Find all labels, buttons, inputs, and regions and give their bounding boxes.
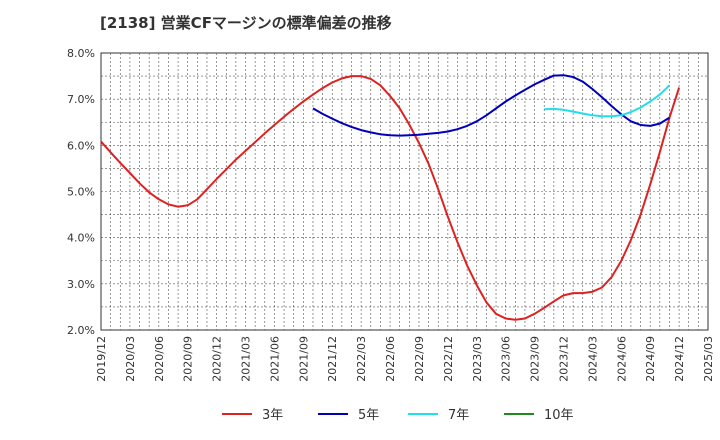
- x-tick-label: 2021/03: [240, 336, 253, 382]
- y-tick-label: 5.0%: [67, 186, 95, 199]
- x-tick-label: 2023/12: [557, 336, 570, 382]
- legend-label: 5年: [358, 408, 379, 423]
- x-tick-label: 2023/03: [471, 336, 484, 382]
- x-tick-label: 2019/12: [95, 336, 108, 382]
- x-tick-label: 2021/12: [326, 336, 339, 382]
- y-tick-label: 7.0%: [67, 93, 95, 106]
- x-tick-label: 2025/03: [702, 336, 715, 382]
- series-line-5年: [312, 74, 671, 137]
- x-tick-label: 2022/06: [384, 336, 397, 382]
- x-tick-label: 2024/03: [586, 336, 599, 382]
- series-line-3年: [100, 75, 681, 321]
- x-tick-label: 2022/12: [442, 336, 455, 382]
- legend-label: 3年: [262, 408, 283, 423]
- x-tick-label: 2022/09: [413, 336, 426, 382]
- series-line-7年: [544, 84, 671, 118]
- chart-title: [2138] 営業CFマージンの標準偏差の推移: [100, 14, 392, 32]
- y-tick-label: 3.0%: [67, 278, 95, 291]
- x-axis-ticks: 2019/12 2020/03 2020/06 2020/09 2020/12 2021/…: [95, 336, 715, 382]
- horizontal-gridlines: [101, 75, 708, 308]
- x-tick-label: 2021/06: [268, 336, 281, 382]
- legend-label: 7年: [448, 408, 469, 423]
- y-axis-ticks: 2.0% 3.0% 4.0% 5.0% 6.0% 7.0% 8.0%: [67, 47, 95, 337]
- y-tick-label: 2.0%: [67, 324, 95, 337]
- x-tick-label: 2021/09: [297, 336, 310, 382]
- legend-label: 10年: [544, 408, 574, 423]
- x-tick-label: 2020/09: [182, 336, 195, 382]
- x-tick-label: 2023/09: [529, 336, 542, 382]
- x-tick-label: 2024/06: [615, 336, 628, 382]
- legend: 3年 5年 7年 10年: [222, 408, 574, 423]
- x-tick-label: 2023/06: [500, 336, 513, 382]
- y-tick-label: 6.0%: [67, 139, 95, 152]
- plot-area: [100, 52, 709, 331]
- x-tick-label: 2020/06: [153, 336, 166, 382]
- y-tick-label: 8.0%: [67, 47, 95, 60]
- x-tick-label: 2020/12: [211, 336, 224, 382]
- x-tick-label: 2020/03: [124, 336, 137, 382]
- y-tick-label: 4.0%: [67, 232, 95, 245]
- x-tick-label: 2024/09: [644, 336, 657, 382]
- x-tick-label: 2022/03: [355, 336, 368, 382]
- series-lines: [100, 74, 681, 321]
- x-tick-label: 2024/12: [673, 336, 686, 382]
